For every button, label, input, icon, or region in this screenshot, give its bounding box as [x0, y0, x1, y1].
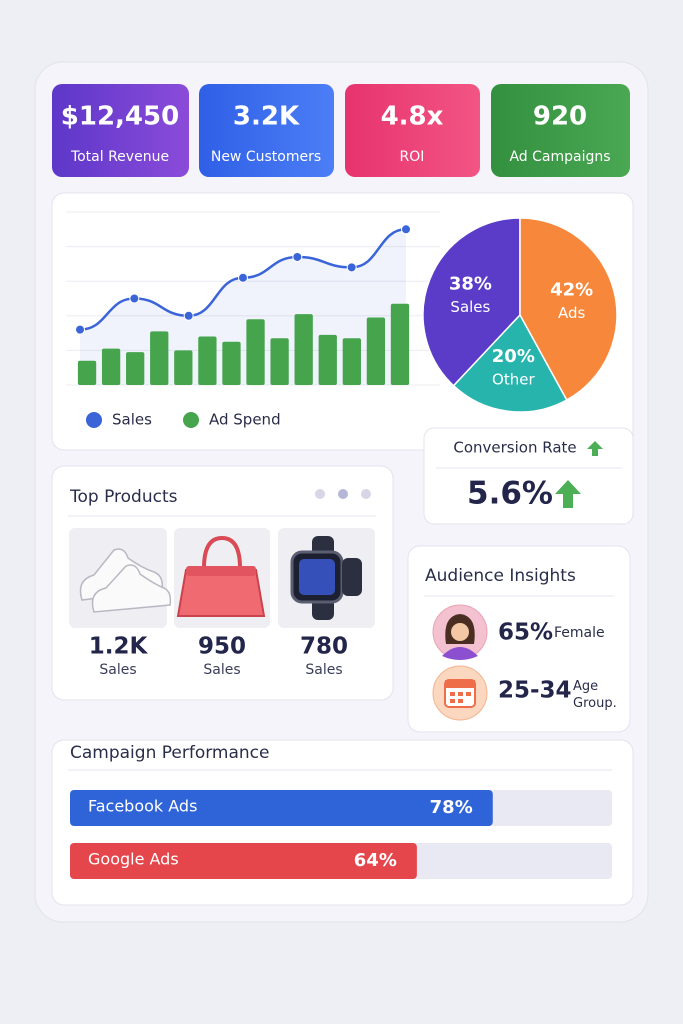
conversion-card [423, 427, 634, 525]
female-avatar [432, 604, 488, 660]
kpi-value: $12,450 [61, 102, 179, 132]
kpi-card [491, 84, 630, 177]
kpi-value: 920 [533, 102, 587, 132]
line-point [238, 272, 248, 283]
audience-value: 25-34 [498, 678, 572, 704]
audience-label: Female [554, 625, 605, 641]
audience-label-box: Age Group. [573, 679, 617, 711]
pie-category-label: Sales [450, 298, 490, 316]
bar [366, 317, 386, 385]
bar [270, 338, 289, 385]
section-title: Top Products [69, 487, 178, 507]
bar [77, 360, 97, 385]
pie-value-label: 38% [449, 273, 492, 294]
legend-label: Sales [112, 411, 152, 429]
watch-icon [290, 536, 362, 620]
dot [361, 489, 371, 499]
product-value: 1.2K [89, 634, 149, 660]
audience-label: Age Group. [573, 679, 617, 711]
pie-slice [519, 217, 618, 402]
pie-value-label: 42% [550, 280, 593, 301]
pie-value-label: 20% [492, 346, 535, 367]
pie-category-label: Ads [558, 304, 586, 322]
line-point [183, 310, 194, 321]
bar-label: Google Ads [88, 850, 179, 869]
conversion-title: Conversion Rate [453, 439, 576, 457]
bar [101, 348, 121, 385]
kpi-card [52, 84, 189, 177]
kpi-card [199, 84, 334, 177]
dot [315, 489, 325, 499]
pie-slice [452, 313, 568, 413]
bar-label: Facebook Ads [88, 797, 197, 816]
shoe-icon [79, 548, 172, 613]
bar-value-label: 78% [430, 797, 473, 818]
conversion-value: 5.6% [467, 476, 553, 512]
legend-swatch [183, 412, 199, 428]
legend-swatch [86, 412, 102, 428]
kpi-value: 3.2K [233, 102, 300, 132]
line-point [346, 262, 357, 273]
up-arrow [555, 480, 581, 508]
product-value: 780 [300, 634, 348, 660]
line-point [292, 251, 303, 262]
product-value: 950 [198, 634, 246, 660]
bar [318, 334, 337, 385]
up-arrow [587, 441, 603, 456]
product-label: Sales [203, 662, 240, 678]
bar [70, 790, 493, 826]
kpi-label: Total Revenue [70, 149, 169, 165]
pie-category-label: Other [492, 370, 535, 388]
section-title: Campaign Performance [70, 743, 269, 763]
bar [70, 843, 417, 879]
bag-icon [176, 535, 266, 617]
kpi-label: Ad Campaigns [509, 149, 610, 165]
bar [342, 338, 361, 385]
dot [338, 489, 348, 499]
bar [174, 350, 193, 385]
calendar-icon [432, 665, 488, 721]
kpi-value: 4.8x [381, 102, 444, 132]
line-point [401, 224, 411, 235]
legend-label: Ad Spend [209, 411, 281, 429]
bar [150, 331, 169, 385]
bar [198, 336, 217, 385]
product-label: Sales [99, 662, 136, 678]
audience-value: 65% [498, 620, 553, 646]
bar [126, 352, 145, 385]
pie-slice [422, 217, 521, 387]
bar [294, 314, 313, 385]
kpi-label: ROI [400, 149, 425, 165]
bar [222, 341, 241, 385]
bar [246, 319, 265, 385]
section-title: Audience Insights [425, 566, 576, 586]
bar-value-label: 64% [354, 850, 397, 871]
line-point [75, 324, 85, 335]
line-point [129, 293, 140, 304]
kpi-card [345, 84, 480, 177]
bar [390, 303, 410, 385]
kpi-label: New Customers [211, 149, 321, 165]
product-label: Sales [305, 662, 342, 678]
